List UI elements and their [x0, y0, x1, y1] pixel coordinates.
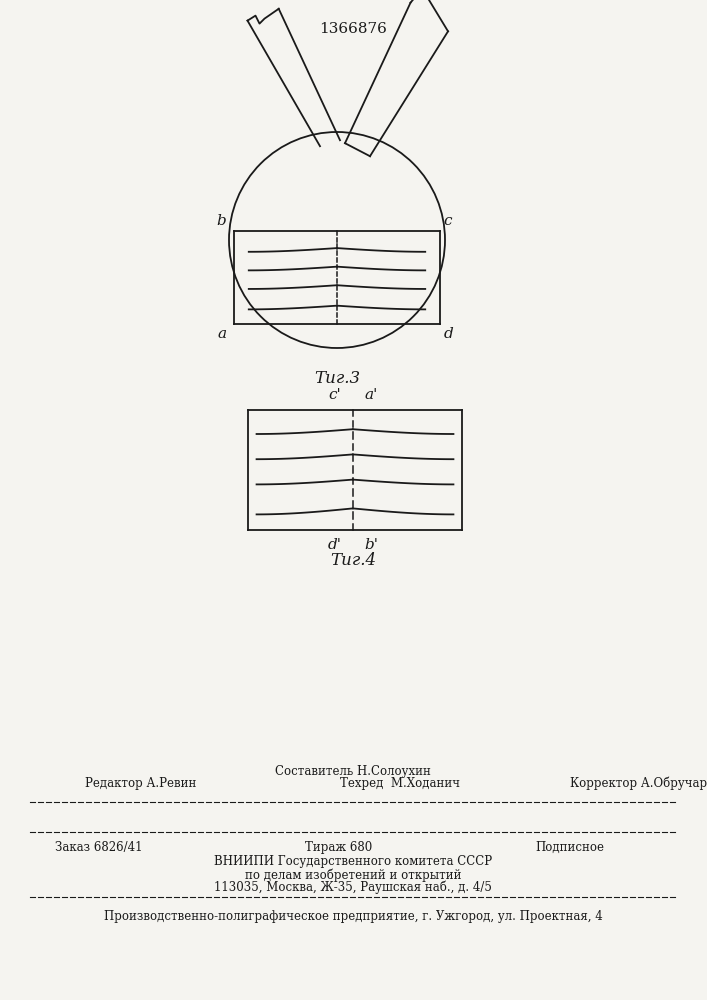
Text: Τиг.3: Τиг.3	[314, 370, 360, 387]
Text: d': d'	[328, 538, 342, 552]
Text: Редактор А.Ревин: Редактор А.Ревин	[85, 777, 197, 790]
Text: Корректор А.Обручар: Корректор А.Обручар	[570, 776, 707, 790]
Text: Заказ 6826/41: Заказ 6826/41	[55, 841, 143, 854]
Text: d: d	[443, 327, 453, 341]
Text: Тираж 680: Тираж 680	[305, 841, 373, 854]
Text: b: b	[216, 214, 226, 228]
Text: a': a'	[364, 388, 378, 402]
Text: по делам изобретений и открытий: по делам изобретений и открытий	[245, 868, 461, 882]
Text: Производственно-полиграфическое предприятие, г. Ужгород, ул. Проектная, 4: Производственно-полиграфическое предприя…	[104, 910, 602, 923]
Text: b': b'	[364, 538, 378, 552]
Text: 1366876: 1366876	[319, 22, 387, 36]
Text: Составитель Н.Солоухин: Составитель Н.Солоухин	[275, 765, 431, 778]
Text: Подписное: Подписное	[535, 841, 604, 854]
Text: 113035, Москва, Ж-35, Раушская наб., д. 4/5: 113035, Москва, Ж-35, Раушская наб., д. …	[214, 881, 492, 894]
Text: c: c	[443, 214, 452, 228]
Text: ВНИИПИ Государственного комитета СССР: ВНИИПИ Государственного комитета СССР	[214, 855, 492, 868]
Text: Техред  М.Ходанич: Техред М.Ходанич	[340, 777, 460, 790]
Text: a: a	[217, 327, 226, 341]
Text: c': c'	[329, 388, 341, 402]
Text: Τиг.4: Τиг.4	[330, 552, 376, 569]
